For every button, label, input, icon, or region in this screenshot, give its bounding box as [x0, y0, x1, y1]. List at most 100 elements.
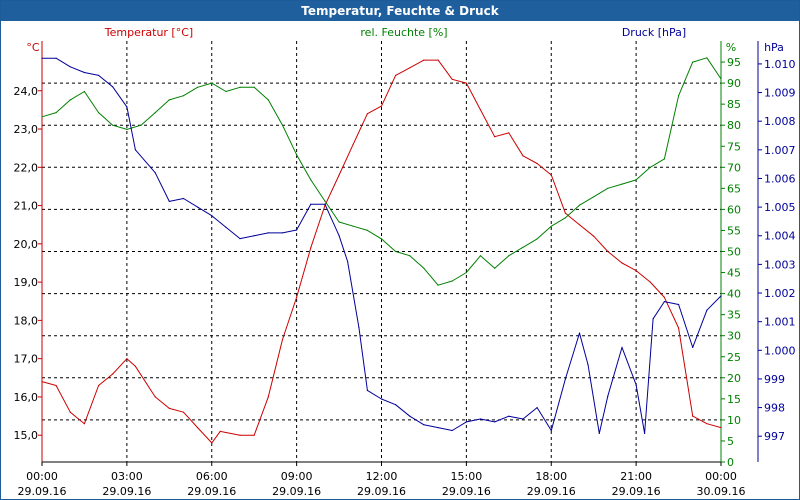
x-tick-time: 12:00: [366, 470, 398, 483]
temperature-data-point: [409, 67, 411, 69]
x-tick-date: 29.09.16: [187, 485, 236, 498]
temperature-data-point: [550, 174, 552, 176]
x-tick-date: 29.09.16: [272, 485, 321, 498]
pressure-tick-label: 1.008: [764, 115, 796, 128]
humidity-data-point: [692, 61, 694, 63]
x-tick-date: 29.09.16: [442, 485, 491, 498]
temperature-tick-label: 16,0: [14, 391, 39, 404]
temperature-data-point: [578, 224, 581, 226]
pressure-axis-title: Druck [hPa]: [622, 26, 686, 39]
temperature-data-point: [536, 162, 538, 165]
temperature-data-point: [296, 296, 298, 298]
temperature-data-point: [451, 78, 453, 80]
pressure-data-point: [564, 378, 567, 380]
temperature-data-point: [564, 212, 567, 214]
temperature-data-point: [635, 270, 637, 272]
humidity-tick-label: 55: [727, 224, 741, 237]
humidity-data-point: [168, 99, 170, 101]
temperature-data-point: [352, 143, 354, 145]
humidity-tick-label: 30: [727, 330, 741, 343]
pressure-data-point: [324, 203, 326, 205]
pressure-data-point: [154, 172, 156, 174]
humidity-data-point: [324, 200, 326, 202]
pressure-data-point: [409, 415, 411, 417]
temperature-data-point: [380, 105, 383, 107]
humidity-axis-title: rel. Feuchte [%]: [360, 26, 447, 39]
humidity-data-point: [338, 221, 340, 223]
temperature-tick-label: 24,0: [14, 85, 39, 98]
pressure-data-point: [395, 404, 397, 406]
temperature-data-point: [98, 384, 100, 387]
pressure-data-point: [494, 421, 496, 423]
pressure-data-point: [465, 421, 467, 423]
x-tick-date: 29.09.16: [527, 485, 576, 498]
humidity-data-point: [678, 95, 680, 97]
temperature-tick-label: 19,0: [14, 276, 39, 289]
humidity-data-point: [253, 86, 255, 88]
pressure-data-point: [437, 427, 439, 429]
temperature-data-point: [692, 415, 694, 417]
humidity-data-point: [479, 255, 482, 257]
humidity-tick-label: 5: [727, 435, 734, 448]
pressure-data-point: [347, 260, 349, 263]
humidity-data-point: [451, 280, 453, 282]
temperature-tick-label: 22,0: [14, 161, 39, 174]
pressure-tick-label: 1.002: [764, 287, 796, 300]
humidity-data-point: [494, 267, 496, 269]
humidity-tick-label: 10: [727, 414, 741, 427]
x-tick-date: 29.09.16: [612, 485, 661, 498]
pressure-data-point: [310, 203, 312, 205]
temperature-data-point: [83, 423, 85, 425]
humidity-tick-label: 95: [727, 56, 741, 69]
humidity-tick-label: 70: [727, 161, 741, 174]
pressure-tick-label: 1.006: [764, 172, 796, 185]
pressure-data-point: [358, 326, 360, 328]
pressure-tick-label: 1.005: [764, 201, 796, 214]
x-tick-time: 06:00: [196, 470, 228, 483]
labels: 00:00 29.09.16 03:00 29.09.16 06:00 29.09.16 0…: [14, 26, 796, 498]
temperature-data-point: [649, 281, 651, 283]
temperature-data-point: [423, 59, 425, 61]
pressure-tick-label: 998: [764, 402, 785, 415]
humidity-data-point: [508, 255, 510, 257]
temperature-data-point: [593, 235, 595, 237]
pressure-data-point: [692, 346, 694, 348]
temperature-tick-label: 20,0: [14, 238, 39, 251]
humidity-data-point: [41, 116, 43, 118]
humidity-tick-label: 60: [727, 203, 741, 216]
humidity-data-point: [126, 128, 128, 130]
humidity-data-point: [395, 250, 397, 253]
x-tick-date: 29.09.16: [357, 485, 406, 498]
humidity-data-point: [621, 183, 623, 185]
pressure-data-point: [281, 232, 284, 234]
pressure-data-point: [112, 86, 114, 88]
pressure-data-point: [296, 229, 298, 231]
pressure-data-point: [479, 418, 482, 420]
pressure-data-point: [134, 149, 136, 151]
temperature-data-point: [706, 423, 708, 425]
temperature-tick-label: 21,0: [14, 200, 39, 213]
pressure-data-point: [508, 415, 510, 417]
pressure-data-point: [536, 407, 538, 409]
humidity-data-point: [281, 124, 284, 126]
temperature-data-point: [41, 381, 43, 383]
pressure-data-point: [451, 429, 453, 432]
pressure-data-point: [678, 303, 680, 306]
humidity-data-point: [380, 238, 383, 240]
temperature-tick-label: 18,0: [14, 314, 39, 327]
pressure-data-point: [663, 301, 666, 303]
pressure-data-point: [644, 432, 646, 434]
pressure-data-point: [366, 389, 368, 391]
pressure-tick-label: 1.001: [764, 316, 796, 329]
pressure-tick-label: 1.004: [764, 230, 796, 243]
humidity-data-point: [98, 112, 100, 114]
pressure-tick-label: 1.009: [764, 87, 796, 100]
temperature-data-point: [678, 327, 680, 329]
grid: [42, 41, 721, 462]
pressure-data-point: [55, 57, 57, 59]
humidity-data-point: [720, 78, 722, 80]
pressure-tick-label: 1.000: [764, 344, 796, 357]
x-tick-time: 00:00: [705, 470, 737, 483]
pressure-data-point: [587, 364, 589, 366]
humidity-tick-label: 0: [727, 456, 734, 469]
